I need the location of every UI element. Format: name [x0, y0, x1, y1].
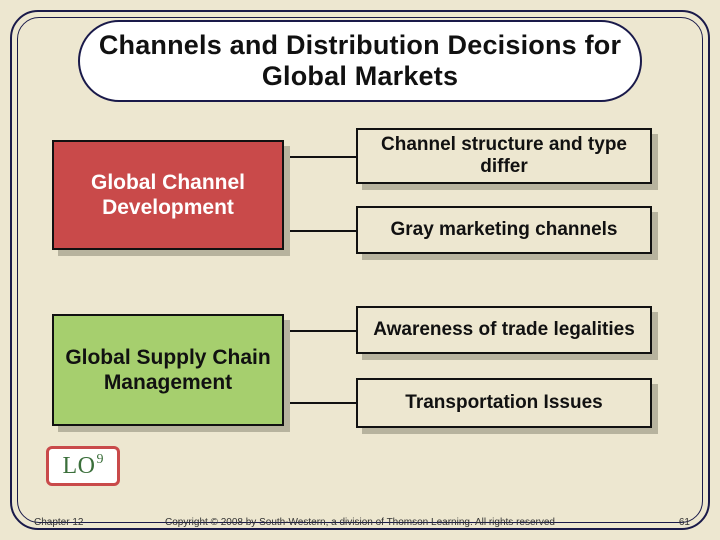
footer-page: 61 — [679, 517, 690, 528]
box-face: Global Channel Development — [52, 140, 284, 250]
box-transport: Transportation Issues — [356, 378, 652, 428]
box-face: Awareness of trade legalities — [356, 306, 652, 354]
connector-1 — [284, 156, 356, 158]
connector-2 — [284, 230, 356, 232]
connector-3 — [284, 330, 356, 332]
lo-text: LO — [63, 453, 96, 480]
box-label: Awareness of trade legalities — [373, 319, 635, 341]
box-gray-marketing: Gray marketing channels — [356, 206, 652, 254]
lo-badge: LO9 — [46, 446, 120, 486]
box-global-channel-dev: Global Channel Development — [52, 140, 284, 250]
box-global-scm: Global Supply Chain Management — [52, 314, 284, 426]
slide-footer: Chapter 12 Copyright © 2008 by South-Wes… — [0, 508, 720, 528]
box-label: Global Supply Chain Management — [62, 345, 274, 395]
box-structure-type: Channel structure and type differ — [356, 128, 652, 184]
box-label: Gray marketing channels — [390, 219, 617, 241]
box-label: Transportation Issues — [405, 392, 602, 414]
box-trade-legalities: Awareness of trade legalities — [356, 306, 652, 354]
box-label: Channel structure and type differ — [366, 134, 642, 178]
box-face: Channel structure and type differ — [356, 128, 652, 184]
box-face: Global Supply Chain Management — [52, 314, 284, 426]
lo-sup: 9 — [97, 452, 104, 468]
box-label: Global Channel Development — [62, 170, 274, 220]
box-face: Transportation Issues — [356, 378, 652, 428]
slide-title-pill: Channels and Distribution Decisions for … — [78, 20, 642, 102]
footer-copyright: Copyright © 2008 by South-Western, a div… — [0, 517, 720, 528]
connector-4 — [284, 402, 356, 404]
slide-title: Channels and Distribution Decisions for … — [98, 30, 622, 92]
box-face: Gray marketing channels — [356, 206, 652, 254]
